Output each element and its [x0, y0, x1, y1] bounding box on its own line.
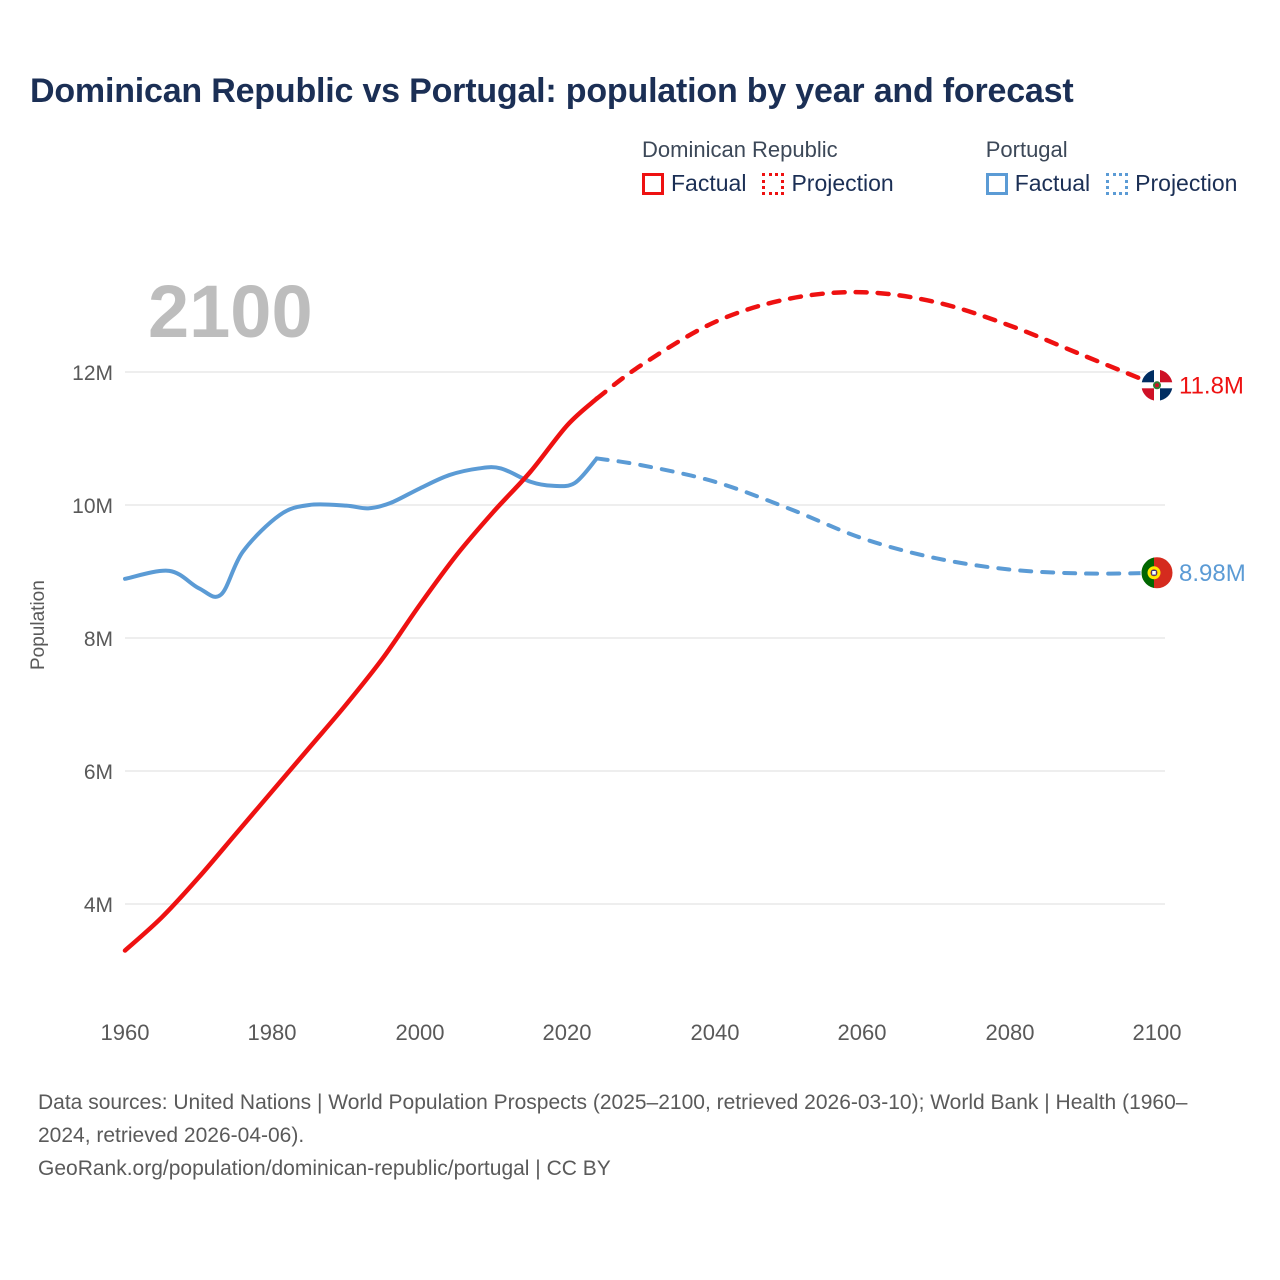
x-tick-label: 2020	[543, 1020, 592, 1045]
y-tick-label: 6M	[84, 761, 113, 784]
x-axis-tick-labels: 1960 1980 2000 2020 2040 2060 2080 2100	[101, 1020, 1182, 1045]
x-tick-label: 2040	[691, 1020, 740, 1045]
y-axis-title: Population	[28, 580, 49, 670]
year-watermark: 2100	[148, 270, 313, 353]
footer-line-1: Data sources: United Nations | World Pop…	[38, 1086, 1238, 1152]
x-tick-label: 2000	[396, 1020, 445, 1045]
legend-swatch-dotted-icon	[1106, 172, 1129, 195]
chart-legend: Dominican Republic Factual Projection Po…	[642, 138, 1237, 197]
legend-item-label: Factual	[671, 170, 747, 196]
footer-sources: Data sources: United Nations | World Pop…	[38, 1086, 1238, 1185]
legend-entries: Factual Projection	[642, 170, 894, 197]
legend-item-label: Projection	[791, 170, 894, 196]
legend-item-pt-projection[interactable]: Projection	[1106, 170, 1237, 197]
y-tick-label: 12M	[72, 362, 113, 385]
dominican-republic-endpoint-value: 11.8M	[1179, 372, 1244, 399]
legend-item-label: Factual	[1014, 170, 1091, 196]
dominican-republic-endpoint-marker: 11.8M	[1140, 368, 1244, 402]
dominican-republic-projection-line	[594, 289, 1160, 401]
plot-area: 12M 10M 8M 6M 4M Population 1960 1980 20…	[28, 289, 1246, 1045]
y-tick-label: 10M	[72, 495, 113, 518]
legend-group-title: Dominican Republic	[642, 137, 838, 162]
footer-text: Data sources: United Nations | World Pop…	[38, 1091, 985, 1114]
y-tick-label: 8M	[84, 628, 113, 651]
legend-swatch-solid-icon	[985, 172, 1008, 195]
y-axis-tick-labels: 12M 10M 8M 6M 4M	[72, 362, 113, 917]
page-title: Dominican Republic vs Portugal: populati…	[30, 72, 1074, 110]
x-tick-label: 2060	[838, 1020, 887, 1045]
gridlines	[125, 371, 1165, 905]
portugal-flag-icon	[1141, 556, 1173, 589]
portugal-projection-line	[594, 456, 1159, 576]
portugal-factual-line	[123, 456, 599, 599]
legend-swatch-solid-icon	[642, 172, 664, 195]
legend-item-pt-factual[interactable]: Factual	[985, 170, 1091, 197]
x-tick-label: 1980	[248, 1020, 297, 1045]
dominican-republic-factual-line	[122, 396, 600, 953]
legend-swatch-dotted-icon	[762, 172, 785, 195]
footer-line-2: GeoRank.org/population/dominican-republi…	[38, 1157, 611, 1180]
legend-item-dr-projection[interactable]: Projection	[762, 170, 894, 197]
x-tick-label: 2100	[1133, 1020, 1182, 1045]
footer-text: Bank | Health (1960–2024, retrieved 2026…	[38, 1091, 1188, 1147]
x-tick-label: 1960	[101, 1020, 150, 1045]
portugal-endpoint-value: 8.98M	[1179, 560, 1246, 587]
legend-item-label: Projection	[1135, 170, 1238, 196]
portugal-endpoint-marker: 8.98M	[1140, 556, 1246, 590]
legend-group-dominican-republic: Dominican Republic Factual Projection	[642, 138, 894, 197]
y-tick-label: 4M	[84, 894, 113, 917]
legend-group-title: Portugal	[985, 137, 1068, 162]
series-paths	[122, 289, 1160, 953]
legend-entries: Factual Projection	[985, 170, 1237, 197]
legend-group-portugal: Portugal Factual Projection	[985, 137, 1237, 197]
legend-item-dr-factual[interactable]: Factual	[642, 170, 746, 197]
x-tick-label: 2080	[986, 1020, 1035, 1045]
